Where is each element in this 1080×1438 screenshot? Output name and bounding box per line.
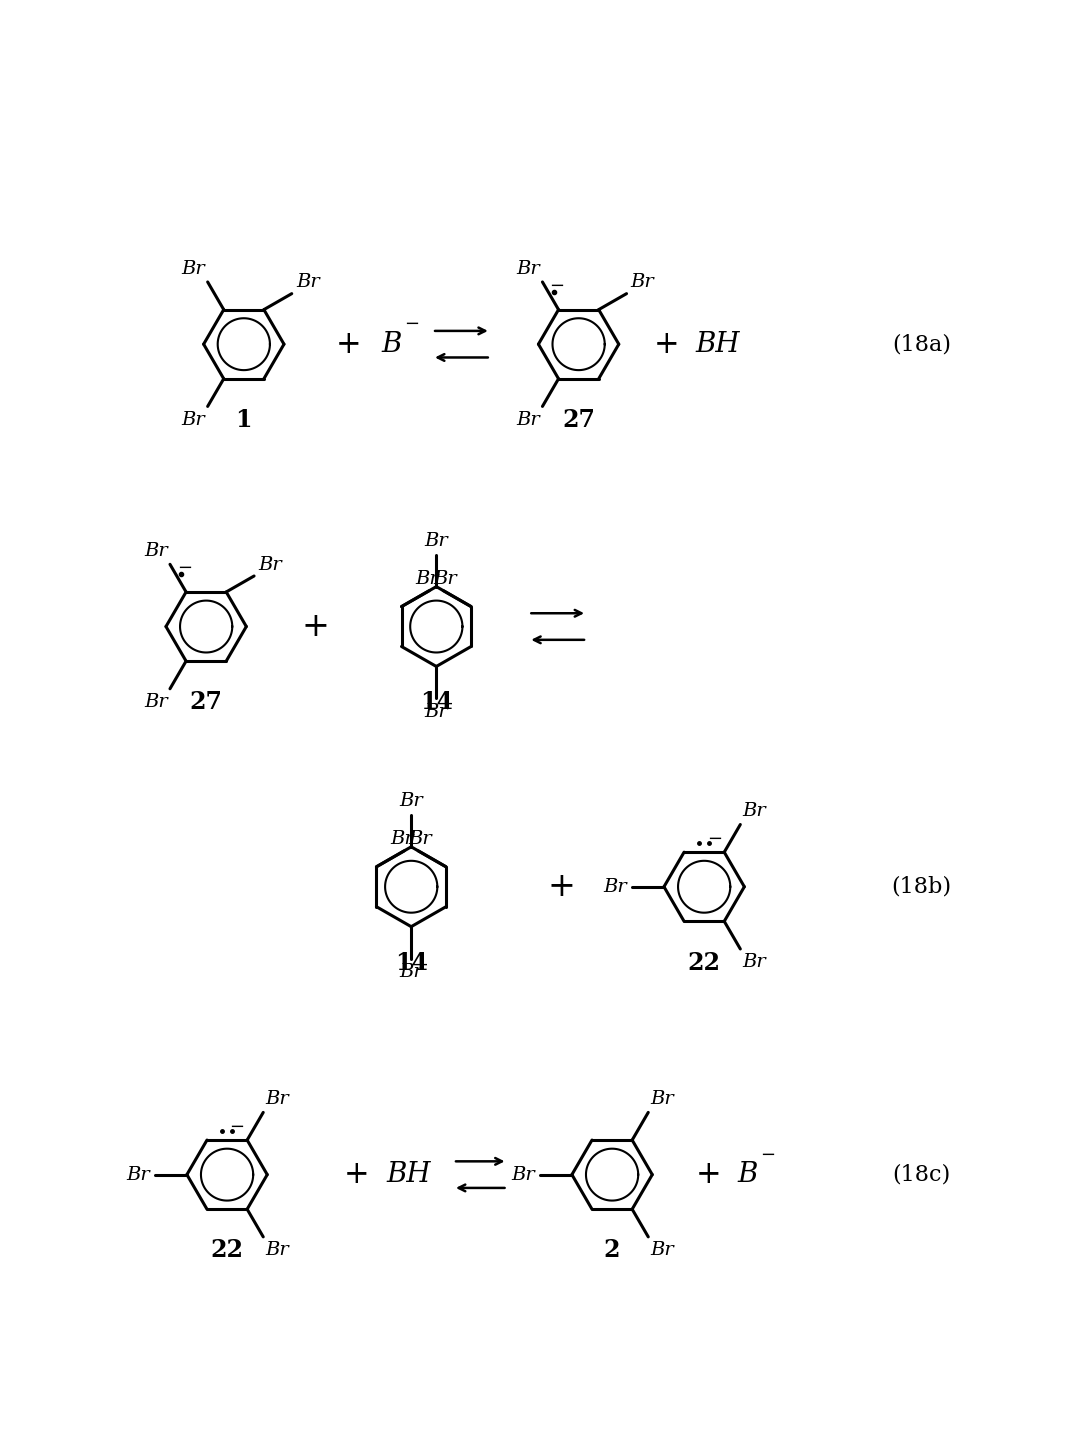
Text: Br: Br: [181, 411, 205, 429]
Text: 1: 1: [235, 408, 252, 431]
Text: Br: Br: [390, 830, 414, 848]
Text: Br: Br: [416, 571, 440, 588]
Text: Br: Br: [424, 703, 448, 722]
Text: Br: Br: [743, 953, 767, 971]
Text: (18a): (18a): [892, 334, 951, 355]
Text: Br: Br: [144, 693, 167, 710]
Text: 22: 22: [211, 1238, 244, 1263]
Text: BH: BH: [696, 331, 741, 358]
Text: (18b): (18b): [892, 876, 951, 897]
Text: −: −: [550, 276, 565, 295]
Text: Br: Br: [604, 877, 627, 896]
Text: −: −: [177, 559, 192, 577]
Text: Br: Br: [266, 1241, 289, 1260]
Text: −: −: [760, 1146, 775, 1163]
Text: Br: Br: [296, 273, 320, 292]
Text: Br: Br: [511, 1166, 535, 1183]
Text: +: +: [345, 1159, 369, 1191]
Text: Br: Br: [400, 792, 423, 810]
Text: Br: Br: [400, 963, 423, 981]
Text: Br: Br: [408, 830, 432, 848]
Text: Br: Br: [433, 571, 457, 588]
Text: Br: Br: [258, 555, 282, 574]
Text: Br: Br: [181, 260, 205, 278]
Text: B: B: [382, 331, 402, 358]
Text: Br: Br: [424, 532, 448, 549]
Text: +: +: [301, 611, 329, 643]
Text: 2: 2: [604, 1238, 620, 1263]
Text: +: +: [696, 1159, 721, 1191]
Text: −: −: [404, 315, 419, 334]
Text: Br: Br: [144, 542, 167, 561]
Text: 27: 27: [562, 408, 595, 431]
Text: Br: Br: [516, 411, 540, 429]
Text: −: −: [230, 1117, 245, 1136]
Text: B: B: [738, 1160, 758, 1188]
Text: 22: 22: [688, 951, 720, 975]
Text: 27: 27: [190, 690, 222, 715]
Text: +: +: [653, 329, 679, 360]
Text: −: −: [706, 830, 721, 848]
Text: +: +: [336, 329, 361, 360]
Text: (18c): (18c): [893, 1163, 950, 1185]
Text: Br: Br: [516, 260, 540, 278]
Text: Br: Br: [631, 273, 654, 292]
Text: Br: Br: [266, 1090, 289, 1109]
Text: Br: Br: [650, 1090, 674, 1109]
Text: BH: BH: [387, 1160, 431, 1188]
Text: Br: Br: [650, 1241, 674, 1260]
Text: 14: 14: [394, 951, 428, 975]
Text: +: +: [548, 871, 576, 903]
Text: 14: 14: [420, 690, 453, 715]
Text: Br: Br: [743, 802, 767, 820]
Text: Br: Br: [126, 1166, 150, 1183]
